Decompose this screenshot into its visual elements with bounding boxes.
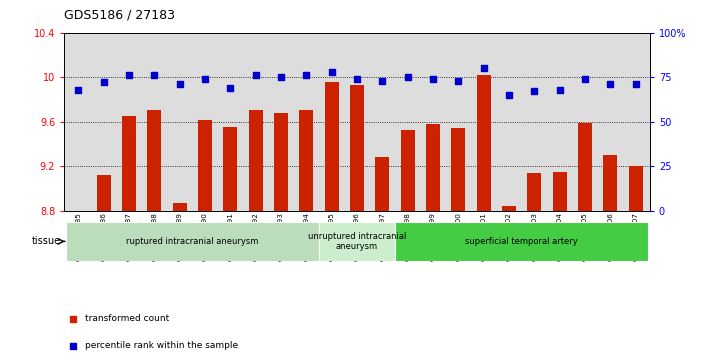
Bar: [66, 222, 319, 261]
Point: [301, 73, 312, 78]
Text: tissue: tissue: [31, 236, 61, 246]
Point: [554, 87, 565, 93]
Point: [276, 74, 287, 80]
Point: [427, 76, 438, 82]
Point: [149, 73, 160, 78]
Point: [579, 76, 590, 82]
Bar: [325, 82, 338, 211]
Bar: [451, 128, 466, 211]
Bar: [426, 124, 440, 211]
Point: [199, 76, 211, 82]
Point: [605, 81, 616, 87]
Bar: [395, 222, 648, 261]
Point: [326, 69, 338, 75]
Point: [124, 73, 135, 78]
Bar: [629, 166, 643, 211]
Point: [528, 89, 540, 94]
Bar: [223, 127, 237, 211]
Bar: [274, 113, 288, 211]
Bar: [319, 222, 395, 261]
Bar: [248, 110, 263, 211]
Point: [174, 81, 186, 87]
Text: unruptured intracranial
aneurysm: unruptured intracranial aneurysm: [308, 232, 406, 251]
Bar: [401, 131, 415, 211]
Point: [250, 73, 261, 78]
Text: percentile rank within the sample: percentile rank within the sample: [85, 341, 238, 350]
Bar: [502, 206, 516, 211]
Bar: [96, 175, 111, 211]
Bar: [578, 123, 592, 211]
Point: [453, 78, 464, 83]
Point: [402, 74, 413, 80]
Point: [478, 65, 489, 71]
Bar: [553, 172, 567, 211]
Bar: [173, 203, 186, 211]
Point: [351, 76, 363, 82]
Bar: [198, 121, 212, 211]
Bar: [299, 110, 313, 211]
Point: [503, 92, 515, 98]
Text: ruptured intracranial aneurysm: ruptured intracranial aneurysm: [126, 237, 258, 246]
Point: [630, 81, 641, 87]
Text: transformed count: transformed count: [85, 314, 169, 323]
Bar: [376, 157, 389, 211]
Point: [225, 85, 236, 91]
Point: [376, 78, 388, 83]
Bar: [147, 110, 161, 211]
Text: GDS5186 / 27183: GDS5186 / 27183: [64, 9, 175, 22]
Bar: [350, 85, 364, 211]
Text: superficial temporal artery: superficial temporal artery: [466, 237, 578, 246]
Point: [98, 79, 109, 85]
Bar: [477, 75, 491, 211]
Bar: [122, 116, 136, 211]
Bar: [603, 155, 618, 211]
Point: [73, 87, 84, 93]
Bar: [528, 173, 541, 211]
